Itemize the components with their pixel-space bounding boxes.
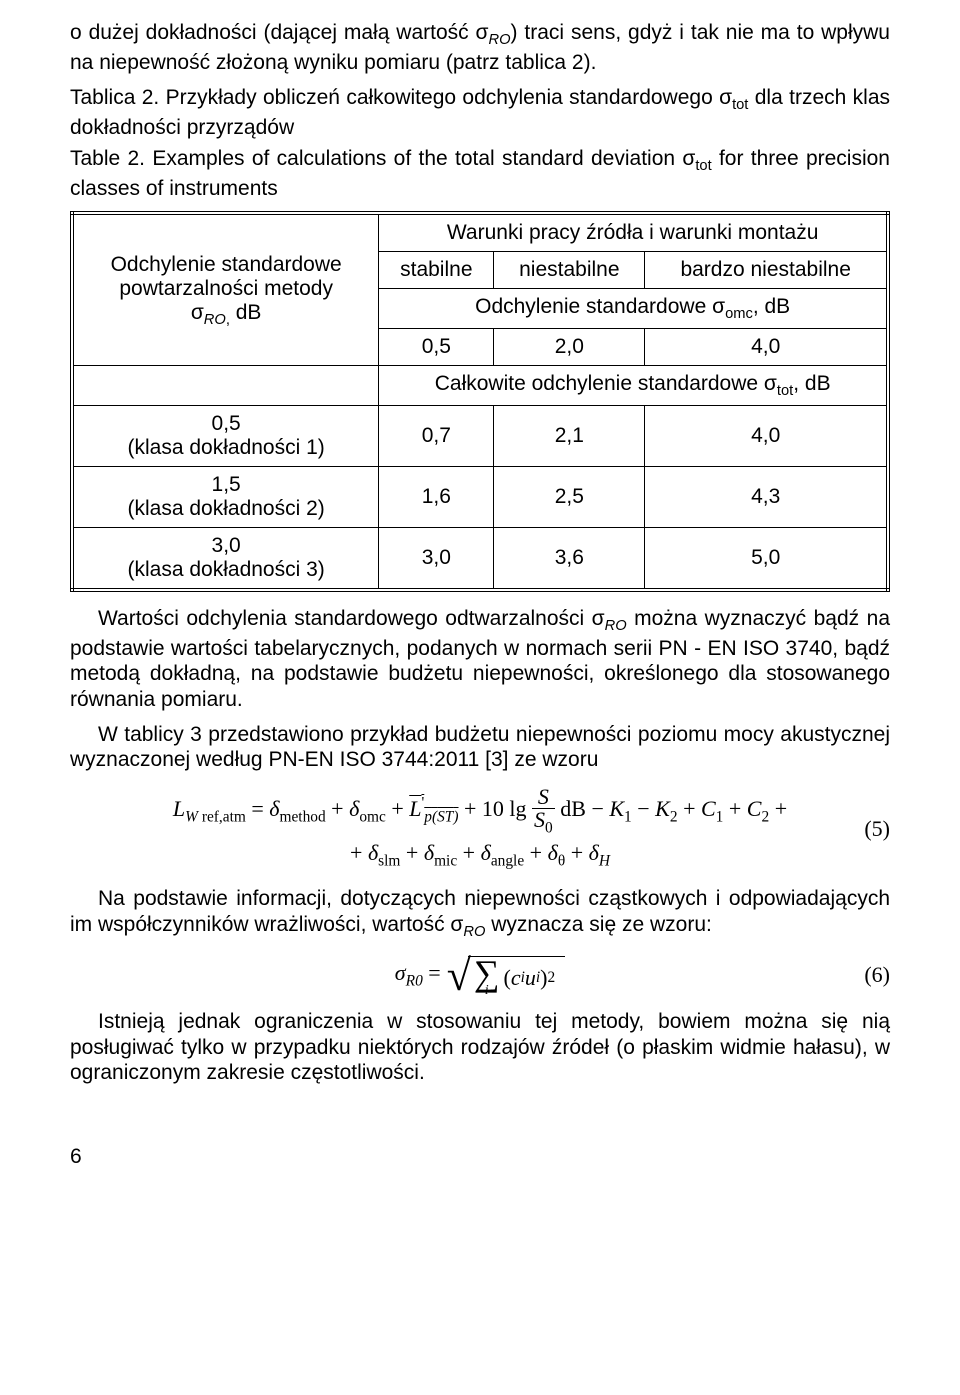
row-header-l1: Odchylenie standardowe bbox=[111, 253, 342, 276]
eq5-number: (5) bbox=[864, 816, 890, 842]
page: o dużej dokładności (dającej małą wartoś… bbox=[0, 0, 960, 1209]
eq6-number: (6) bbox=[864, 962, 890, 988]
para-3: W tablicy 3 przedstawiono przykład budże… bbox=[70, 722, 890, 772]
cell-2-1: 3,6 bbox=[494, 528, 645, 591]
col-label-1: niestabilne bbox=[494, 252, 645, 289]
tot-header: Całkowite odchylenie standardowe σtot, d… bbox=[379, 366, 888, 406]
cell-1-0: 1,6 bbox=[379, 467, 494, 528]
caption-pl-sub: tot bbox=[732, 97, 748, 113]
table-2: Odchylenie standardowe powtarzalności me… bbox=[70, 211, 890, 592]
row-2-label: 3,0 (klasa dokładności 3) bbox=[72, 528, 379, 591]
col-label-0: stabilne bbox=[379, 252, 494, 289]
equation-6: σR0 = √ ∑i (ciui)2 (6) bbox=[70, 956, 890, 996]
cell-0-2: 4,0 bbox=[645, 406, 888, 467]
row-header: Odchylenie standardowe powtarzalności me… bbox=[72, 213, 379, 366]
cell-2-2: 5,0 bbox=[645, 528, 888, 591]
row-header-l2: powtarzalności metody bbox=[119, 277, 333, 300]
para-2: Wartości odchylenia standardowego odtwar… bbox=[70, 606, 890, 711]
para-4: Na podstawie informacji, dotyczących nie… bbox=[70, 886, 890, 941]
subheader-omc: Odchylenie standardowe σomc, dB bbox=[379, 289, 888, 329]
page-number: 6 bbox=[70, 1145, 890, 1169]
col-label-2: bardzo niestabilne bbox=[645, 252, 888, 289]
cell-0-0: 0,7 bbox=[379, 406, 494, 467]
intro-paragraph: o dużej dokładności (dającej małą wartoś… bbox=[70, 20, 890, 75]
omc-2: 4,0 bbox=[645, 329, 888, 366]
table-caption-en: Table 2. Examples of calculations of the… bbox=[70, 146, 890, 201]
caption-en-sub: tot bbox=[695, 158, 711, 174]
cell-1-1: 2,5 bbox=[494, 467, 645, 528]
row-0-label: 0,5 (klasa dokładności 1) bbox=[72, 406, 379, 467]
para-5: Istnieją jednak ograniczenia w stosowani… bbox=[70, 1009, 890, 1085]
table-caption-pl: Tablica 2. Przykłady obliczeń całkowiteg… bbox=[70, 85, 890, 140]
caption-pl-part1: Tablica 2. Przykłady obliczeń całkowiteg… bbox=[70, 86, 732, 109]
cell-1-2: 4,3 bbox=[645, 467, 888, 528]
omc-1: 2,0 bbox=[494, 329, 645, 366]
cell-0-1: 2,1 bbox=[494, 406, 645, 467]
caption-en-part1: Table 2. Examples of calculations of the… bbox=[70, 147, 695, 170]
equation-5: LW ref,atm = δmethod + δomc + L'p(ST) + … bbox=[70, 786, 890, 872]
super-header: Warunki pracy źródła i warunki montażu bbox=[379, 213, 888, 252]
row-1-label: 1,5 (klasa dokładności 2) bbox=[72, 467, 379, 528]
omc-0: 0,5 bbox=[379, 329, 494, 366]
cell-2-0: 3,0 bbox=[379, 528, 494, 591]
blank-cell bbox=[72, 366, 379, 406]
